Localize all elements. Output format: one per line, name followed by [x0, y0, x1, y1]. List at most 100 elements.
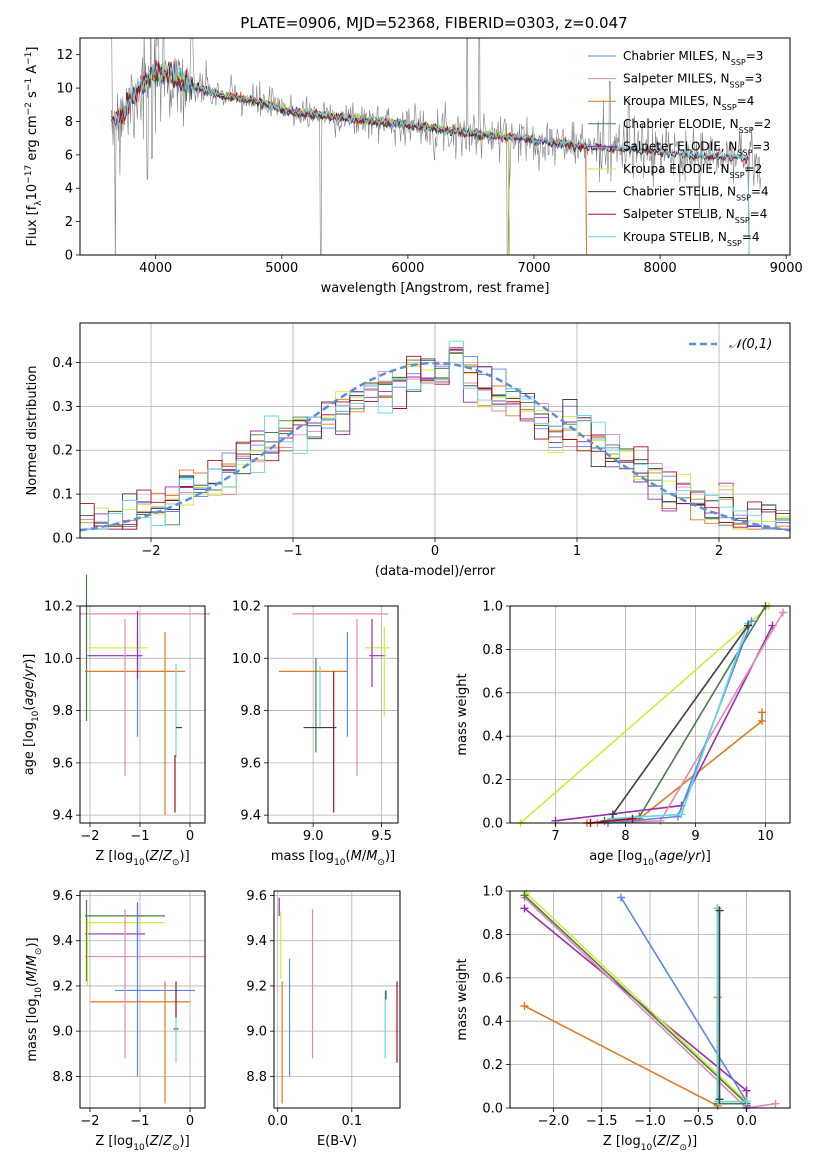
- legend-label: Salpeter MILES, NSSP=3: [623, 72, 762, 90]
- y-tick-label: 0.4: [52, 356, 73, 371]
- model-line-kroupa-stelib: [111, 62, 750, 255]
- label-part: mass weight: [455, 958, 470, 1040]
- label-part: M: [351, 849, 362, 864]
- legend-label: Kroupa ELODIE, NSSP=2: [623, 162, 762, 180]
- axes-frame: [509, 605, 791, 824]
- label-part: )]: [385, 849, 395, 864]
- legend-text: Chabrier MILES, N: [623, 49, 731, 63]
- label-part: Z: [162, 1134, 173, 1149]
- mass-weight-line: [519, 605, 770, 824]
- label-part: (: [22, 706, 37, 711]
- y-tick-label: 1.0: [482, 600, 503, 615]
- legend-subscript: SSP: [727, 238, 742, 247]
- data-marker: [628, 814, 637, 823]
- label-part: mass [log: [271, 849, 334, 864]
- legend-text: Kroupa STELIB, N: [623, 230, 727, 244]
- label-part: 10: [133, 1143, 145, 1153]
- y-tick-label: 10: [56, 82, 73, 97]
- label-part: ⊙: [172, 1143, 180, 1153]
- y-tick-label: 10.0: [232, 652, 261, 667]
- y-tick-label: 0.0: [482, 1102, 503, 1117]
- label-part: )]: [180, 849, 190, 864]
- y-tick-label: 9.4: [246, 934, 267, 949]
- label-part: s: [25, 91, 40, 102]
- legend-value: =3: [745, 72, 763, 86]
- label-part: 10: [641, 1143, 653, 1153]
- x-tick-label: −1.5: [586, 1114, 618, 1129]
- legend-subscript: SSP: [739, 125, 754, 134]
- label-part: Z: [149, 849, 160, 864]
- legend-label: Chabrier ELODIE, NSSP=2: [623, 117, 771, 135]
- label-part: ⊙: [172, 858, 180, 868]
- x-tick-label: 9000: [770, 261, 803, 276]
- legend-value: =2: [745, 162, 763, 176]
- data-marker: [744, 621, 752, 630]
- mass-weight-line: [612, 625, 749, 815]
- y-tick-label: 12: [56, 48, 73, 63]
- x-tick-label: −1: [283, 544, 302, 559]
- y-tick-label: 0.8: [482, 928, 503, 943]
- x-tick-label: 9.5: [371, 829, 392, 844]
- y-tick-label: 9.6: [246, 889, 267, 904]
- y-tick-label: 9.6: [52, 756, 73, 771]
- data-marker: [758, 717, 766, 726]
- y-tick-label: 10.0: [44, 652, 73, 667]
- y-tick-label: 0.2: [482, 1058, 503, 1073]
- axes-frame: [79, 605, 206, 824]
- label-part: λ: [34, 200, 44, 206]
- x-tick-label: −2: [80, 829, 99, 844]
- label-part: (: [652, 1134, 657, 1149]
- label-part: (: [145, 849, 150, 864]
- legend-subscript: SSP: [730, 80, 745, 89]
- mass-weight-line: [525, 892, 748, 1103]
- mass-weight-line: [590, 817, 633, 824]
- axes-frame: [273, 890, 401, 1109]
- data-marker: [520, 1002, 529, 1011]
- label-part: −17: [24, 165, 34, 184]
- spectrum-clip: [111, 38, 761, 255]
- label-part: Z [log: [95, 849, 133, 864]
- label-part: )]: [687, 1134, 697, 1149]
- label-part: )]: [180, 1134, 190, 1149]
- label-part: yr: [22, 662, 37, 678]
- x-tick-label: −1.0: [634, 1114, 666, 1129]
- y-tick-label: 10.2: [44, 600, 73, 615]
- y-tick-label: 9.4: [52, 934, 73, 949]
- y-axis-label: age [log10(age/yr)]: [22, 654, 41, 776]
- legend-subscript: SSP: [722, 103, 737, 112]
- label-part: age [log: [22, 722, 37, 775]
- y-tick-label: 0.0: [482, 817, 503, 832]
- label-part: M: [25, 955, 40, 966]
- x-tick-label: 7: [551, 829, 559, 844]
- mass-weight-line: [716, 908, 747, 1103]
- label-part: ]: [25, 47, 40, 52]
- figure-title: PLATE=0906, MJD=52368, FIBERID=0303, z=0…: [240, 14, 627, 32]
- x-axis-label: E(B-V): [317, 1134, 357, 1149]
- legend-subscript: SSP: [730, 171, 745, 180]
- y-tick-label: 9.2: [246, 979, 267, 994]
- x-axis-label: age [log10(age/yr)]: [589, 849, 711, 868]
- label-part: age: [659, 849, 683, 864]
- histogram-step-series: [80, 352, 790, 530]
- y-tick-label: 8: [65, 115, 73, 130]
- axes-frame: [79, 37, 791, 256]
- y-tick-label: 0.1: [52, 488, 73, 503]
- x-tick-label: 0.1: [341, 1114, 362, 1129]
- x-tick-label: 8000: [644, 261, 677, 276]
- data-marker: [742, 1097, 751, 1106]
- label-part: /: [22, 676, 37, 681]
- label-part: Z: [162, 849, 173, 864]
- label-part: /: [683, 849, 688, 864]
- label-part: mass weight: [455, 673, 470, 755]
- label-part: 10: [31, 710, 41, 722]
- legend-value: =2: [754, 117, 772, 131]
- data-marker: [715, 906, 724, 915]
- x-tick-label: −2: [141, 544, 160, 559]
- y-tick-label: 9.0: [246, 1025, 267, 1040]
- label-part: Z [log: [95, 1134, 133, 1149]
- legend-subscript: SSP: [736, 193, 751, 202]
- label-part: )]: [701, 849, 711, 864]
- y-tick-label: 6: [65, 148, 73, 163]
- y-tick-label: 0.4: [482, 730, 503, 745]
